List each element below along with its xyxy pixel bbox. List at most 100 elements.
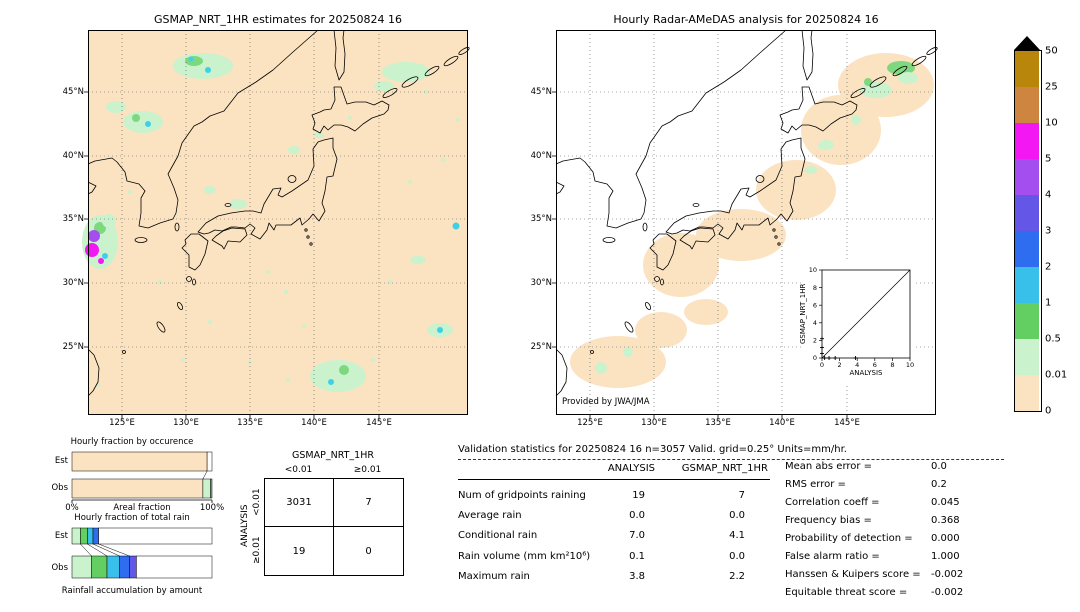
lon-tick-label: 130°E (641, 418, 667, 428)
gsmap-column-header: GSMAP_NRT_1HR (681, 463, 768, 474)
score-row: Probability of detection = 0.000 (785, 529, 1004, 547)
analysis-value: 7.0 (629, 530, 645, 542)
x-min-label: 0% (65, 503, 79, 513)
colorbar-block (1015, 267, 1039, 303)
lat-tick-label: 30°N (530, 278, 552, 288)
inset-x-tick-label: 8 (890, 361, 894, 369)
inset-x-tick-label: 6 (873, 361, 877, 369)
score-label: False alarm ratio = (785, 550, 880, 562)
bar-remainder (98, 527, 213, 545)
colorbar-tick-label: 3 (1045, 225, 1052, 237)
score-value: -0.002 (931, 586, 964, 598)
left-map-svg (82, 29, 471, 420)
colorbar-overflow-arrow (1014, 36, 1040, 50)
scatter-point-marker (822, 356, 827, 360)
inset-x-tick-label: 10 (906, 361, 914, 369)
lat-tick-label: 25°N (530, 342, 552, 352)
occurrence-chart: Hourly fraction by occurence Est Obs 0% … (34, 436, 230, 513)
bar-segment (80, 527, 88, 545)
right-map: 0 2 4 6 8 10 0 2 4 6 8 10 Provided by JWA/JMA ANALY… (531, 29, 939, 428)
contingency-row-group-label: ANALYSIS (240, 504, 250, 548)
validation-title: Validation statistics for 20250824 16 n=… (458, 444, 847, 455)
score-label: Probability of detection = (785, 532, 913, 544)
lat-tick-label: 35°N (62, 214, 84, 224)
lat-tick-label: 45°N (530, 87, 552, 97)
score-row: Correlation coeff = 0.045 (785, 493, 1004, 511)
map-credit: Provided by JWA/JMA (562, 397, 650, 407)
gsmap-value: 7 (738, 489, 745, 501)
contingency-cell: 7 (334, 479, 403, 527)
colorbar-tick-label: 5 (1045, 153, 1052, 165)
score-row: Equitable threat score = -0.002 (785, 583, 1004, 601)
scatter-point-marker (853, 356, 858, 360)
colorbar-tick-label: 0 (1045, 405, 1052, 417)
contingency-cell: 19 (265, 527, 334, 575)
colorbar-block (1015, 195, 1039, 231)
validation-row: Average rain 0.0 0.0 (458, 505, 770, 525)
colorbar-block (1015, 123, 1039, 159)
scatter-point-marker (820, 351, 824, 356)
analysis-value: 0.1 (629, 550, 645, 562)
contingency-row-label: <0.01 (252, 488, 262, 516)
colorbar-block (1015, 339, 1039, 375)
score-label: Frequency bias = (785, 514, 872, 526)
score-value: 1.000 (931, 550, 960, 562)
totalrain-bars-svg (71, 527, 213, 579)
inset-y-tick-label: 8 (813, 284, 817, 292)
score-label: Correlation coeff = (785, 496, 880, 508)
bar-remainder (136, 555, 213, 579)
stat-label: Conditional rain (458, 530, 538, 542)
lat-tick-label: 25°N (62, 342, 84, 352)
score-row: Hanssen & Kuipers score = -0.002 (785, 565, 1004, 583)
colorbar-tick-label: 0.01 (1045, 369, 1068, 381)
colorbar-tick-label: 4 (1045, 189, 1052, 201)
lon-tick-label: 135°E (705, 418, 731, 428)
score-row: RMS error = 0.2 (785, 475, 1004, 493)
stat-label: Num of gridpoints raining (458, 489, 586, 501)
est-row-label: Est (54, 531, 68, 541)
total-rain-chart-title: Hourly fraction of total rain (74, 513, 190, 523)
scatter-point-marker (820, 345, 824, 350)
score-value: 0.000 (931, 532, 960, 544)
validation-table-header: ANALYSIS GSMAP_NRT_1HR (458, 463, 770, 476)
left-map-title: GSMAP_NRT_1HR estimates for 20250824 16 (153, 13, 403, 26)
validation-row: Maximum rain 3.8 2.2 (458, 566, 770, 586)
contingency-cell: 0 (365, 545, 372, 557)
contingency-row-label: ≥0.01 (252, 536, 262, 564)
bar-connector (202, 470, 208, 480)
bar-segment (106, 555, 120, 579)
score-list: Mean abs error = 0.0 RMS error = 0.2 Correla… (785, 457, 1004, 601)
colorbar-tick-label: 0.5 (1045, 333, 1061, 345)
score-value: 0.2 (931, 478, 947, 490)
analysis-column-header: ANALYSIS (607, 463, 655, 474)
contingency-col-label: ≥0.01 (353, 465, 382, 475)
bar-connector (92, 543, 120, 557)
colorbar-tick-label: 50 (1045, 45, 1058, 57)
bar-segment (92, 527, 99, 545)
gsmap-value: 2.2 (729, 570, 745, 582)
scatter-point-marker (827, 356, 832, 360)
gsmap-value: 4.1 (729, 530, 745, 542)
validation-row: Conditional rain 7.0 4.1 (458, 526, 770, 546)
inset-identity-line (821, 269, 911, 359)
right-map-svg: 0 2 4 6 8 10 0 2 4 6 8 10 (551, 29, 939, 420)
colorbar-block (1015, 87, 1039, 123)
obs-row-label: Obs (51, 563, 68, 573)
lon-tick-label: 145°E (834, 418, 860, 428)
right-map-title: Hourly Radar-AMeDAS analysis for 2025082… (613, 13, 879, 26)
lon-tick-label: 140°E (301, 418, 327, 428)
bar-segment (71, 478, 204, 499)
colorbar-block (1015, 303, 1039, 339)
left-map: 45°N 40°N 35°N 30°N 25°N 125°E 130°E 135°E 140°E… (63, 29, 471, 428)
colorbar-block (1015, 159, 1039, 195)
colorbar-block (1015, 375, 1039, 411)
est-row-label: Est (54, 456, 68, 466)
stat-label: Rain volume (mm km²10⁶) (458, 550, 591, 562)
analysis-value: 3.8 (629, 570, 645, 582)
score-row: False alarm ratio = 1.000 (785, 547, 1004, 565)
bar-segment (71, 527, 81, 545)
right-map-precip (570, 53, 934, 388)
colorbar-blocks (1014, 50, 1042, 412)
inset-ylabel: GSMAP_NRT_1HR (799, 283, 807, 345)
